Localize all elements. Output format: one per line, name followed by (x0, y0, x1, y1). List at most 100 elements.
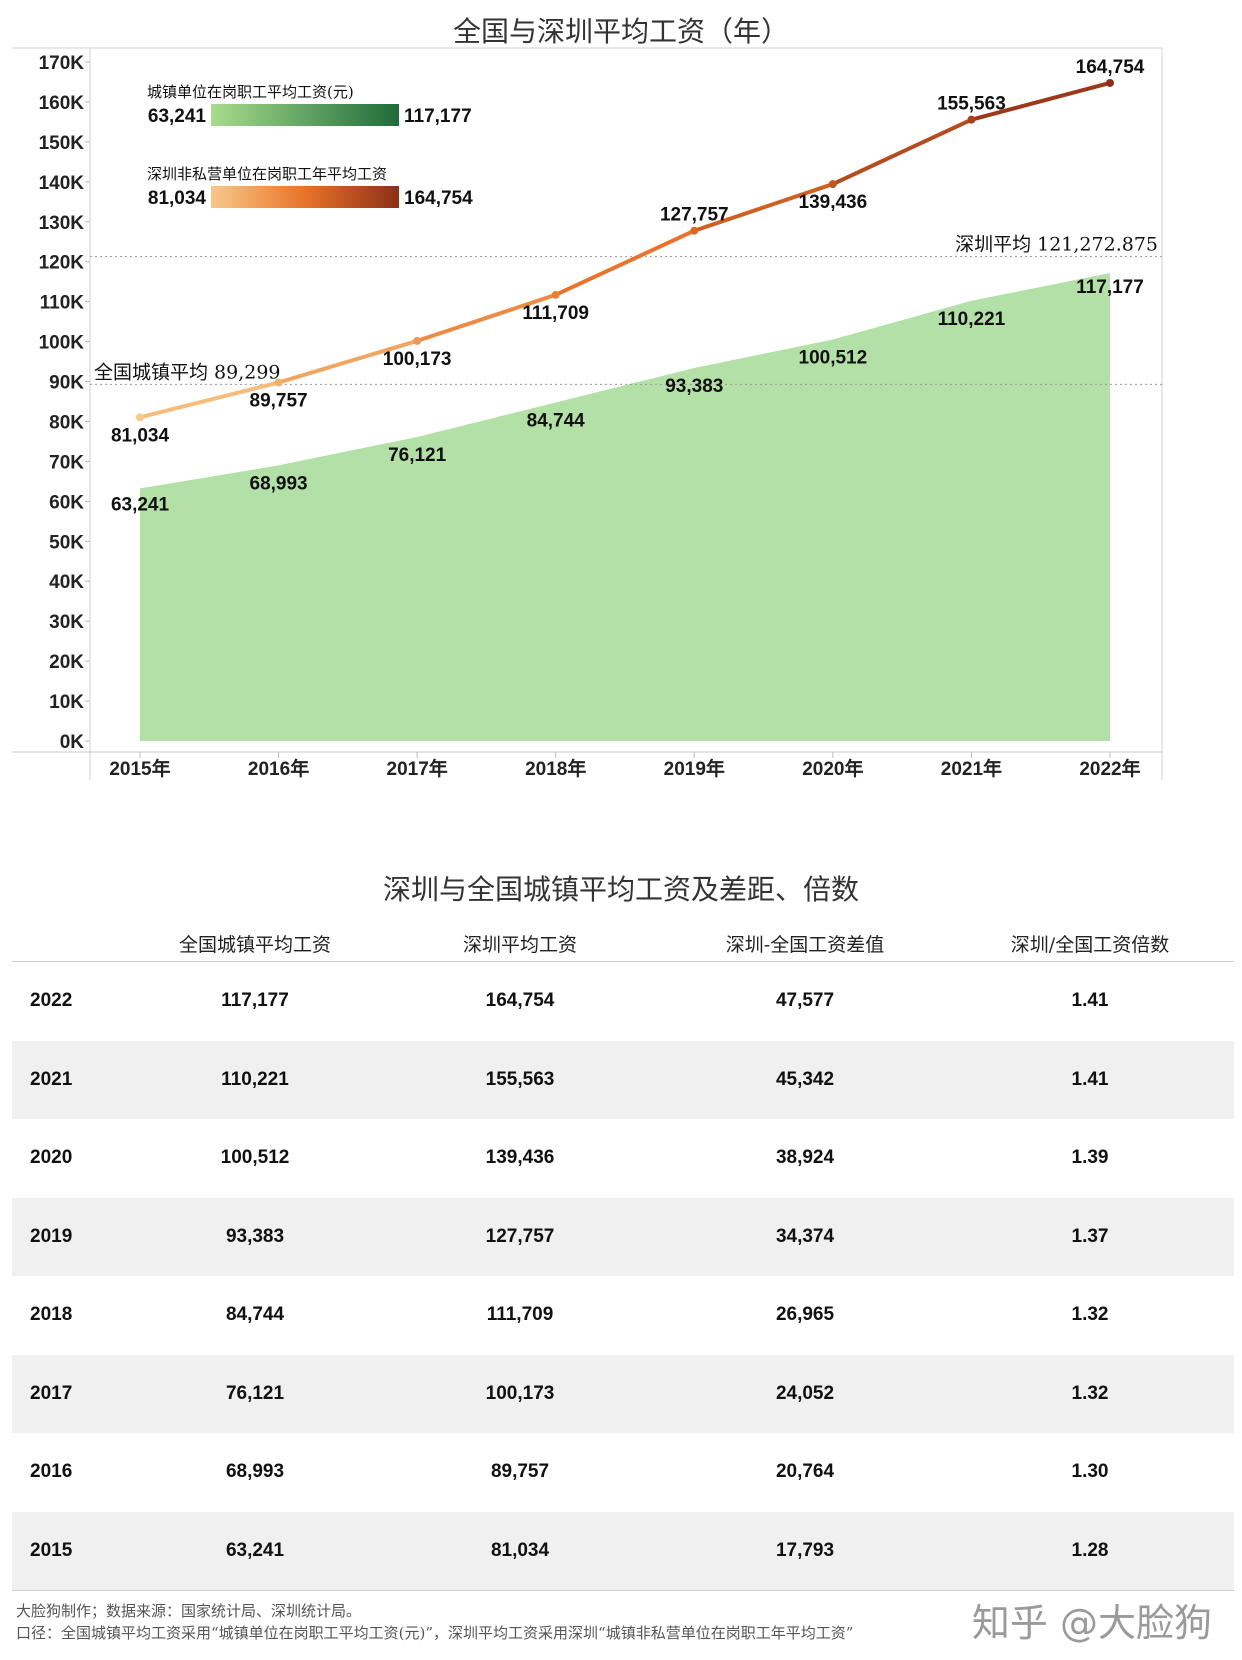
reference-label-shenzhen: 深圳平均 121,272.875 (955, 234, 1158, 256)
cell-national: 93,383 (225, 1225, 285, 1247)
cell-year: 2015 (30, 1539, 73, 1561)
table-header-divider (12, 961, 1234, 962)
y-tick-label: 140K (39, 173, 85, 194)
y-tick-label: 40K (49, 572, 84, 593)
national-value-label: 68,993 (250, 473, 308, 494)
cell-ratio: 1.39 (1071, 1147, 1109, 1168)
table-row: 2019 93,383 127,757 34,374 1.37 (12, 1197, 1234, 1276)
shenzhen-wage-line-segment (692, 182, 835, 233)
shenzhen-wage-point (1106, 78, 1114, 87)
x-tick-label: 2017年 (387, 757, 448, 780)
table-body: 2022 117,177 164,754 47,577 1.41 2021 110,221 1… (12, 962, 1234, 1590)
cell-year: 2019 (30, 1225, 73, 1247)
national-value-label: 117,177 (1076, 277, 1144, 298)
cell-ratio: 1.28 (1071, 1539, 1109, 1561)
watermark: 知乎 @大脸狗 (971, 1601, 1212, 1645)
y-tick-label: 0K (60, 732, 85, 753)
y-tick-label: 150K (39, 133, 85, 154)
cell-national: 117,177 (221, 990, 289, 1011)
cell-diff: 45,342 (775, 1068, 835, 1090)
cell-shenzhen: 100,173 (485, 1382, 555, 1404)
table-title: 深圳与全国城镇平均工资及差距、倍数 (382, 873, 859, 906)
y-tick-label: 90K (49, 373, 84, 394)
shenzhen-value-label: 139,436 (799, 192, 868, 213)
legend-color-ramp (211, 104, 399, 126)
legend-min-label: 63,241 (148, 106, 207, 127)
table-bottom-divider (12, 1590, 1234, 1591)
y-tick-label: 110K (40, 293, 85, 314)
table-header: 全国城镇平均工资 深圳平均工资 深圳-全国工资差值 深圳/全国工资倍数 (0, 930, 1222, 960)
cell-shenzhen: 164,754 (485, 990, 555, 1011)
header-shenzhen: 深圳平均工资 (462, 934, 577, 956)
x-tick-label: 2019年 (664, 757, 725, 780)
shenzhen-wage-point (967, 115, 976, 124)
shenzhen-wage-point (690, 226, 699, 235)
legend-title: 城镇单位在岗职工平均工资(元) (147, 83, 354, 101)
national-value-label: 63,241 (111, 494, 170, 515)
table-row: 2017 76,121 100,173 24,052 1.32 (12, 1354, 1234, 1433)
y-tick-label: 160K (39, 93, 85, 114)
x-tick-label: 2015年 (109, 757, 170, 780)
shenzhen-value-label: 100,173 (383, 349, 452, 370)
chart-title: 全国与深圳平均工资（年） (452, 15, 789, 48)
x-tick-label: 2020年 (802, 757, 863, 780)
cell-ratio: 1.32 (1071, 1304, 1109, 1325)
cell-ratio: 1.41 (1071, 990, 1109, 1011)
cell-year: 2021 (30, 1068, 73, 1090)
cell-shenzhen: 111,709 (486, 1304, 554, 1325)
y-tick-label: 60K (49, 492, 84, 513)
cell-diff: 20,764 (775, 1461, 835, 1482)
footer-note: 口径：全国城镇平均工资采用“城镇单位在岗职工平均工资(元)”，深圳平均工资采用深… (16, 1624, 854, 1642)
cell-shenzhen: 127,757 (485, 1225, 555, 1247)
y-tick-label: 100K (39, 333, 85, 354)
header-diff: 深圳-全国工资差值 (725, 934, 885, 956)
national-wage-area (140, 272, 1110, 741)
reference-label-national: 全国城镇平均 89,299 (94, 361, 281, 383)
y-tick-label: 10K (49, 692, 84, 713)
national-value-label: 110,221 (938, 309, 1006, 330)
shenzhen-value-label: 111,709 (522, 303, 589, 324)
legend-title: 深圳非私营单位在岗职工年平均工资 (147, 165, 387, 183)
shenzhen-value-label: 164,754 (1076, 57, 1145, 78)
cell-diff: 24,052 (775, 1382, 835, 1404)
cell-national: 68,993 (225, 1461, 285, 1482)
shenzhen-value-label: 81,034 (111, 425, 170, 446)
cell-ratio: 1.30 (1071, 1461, 1109, 1482)
cell-diff: 17,793 (775, 1539, 835, 1561)
shenzhen-value-label: 155,563 (937, 94, 1006, 115)
shenzhen-value-label: 89,757 (250, 390, 308, 411)
shenzhen-wage-line-segment (276, 338, 420, 385)
cell-ratio: 1.32 (1071, 1382, 1109, 1404)
cell-year: 2018 (30, 1304, 73, 1325)
cell-shenzhen: 81,034 (490, 1539, 550, 1561)
shenzhen-wage-point (828, 180, 837, 189)
shenzhen-wage-point (413, 336, 422, 345)
y-tick-label: 170K (39, 53, 85, 74)
table-row: 2015 63,241 81,034 17,793 1.28 (12, 1511, 1234, 1590)
table-row: 2020 100,512 139,436 38,924 1.39 (12, 1119, 1234, 1198)
cell-diff: 38,924 (775, 1147, 835, 1168)
cell-year: 2020 (30, 1147, 73, 1168)
table-row: 2016 68,993 89,757 20,764 1.30 (12, 1433, 1234, 1512)
cell-ratio: 1.41 (1071, 1068, 1109, 1090)
cell-shenzhen: 139,436 (485, 1147, 555, 1168)
shenzhen-wage-line-segment (415, 292, 558, 343)
legend-color-ramp (211, 186, 399, 208)
header-ratio: 深圳/全国工资倍数 (1010, 934, 1170, 956)
cell-ratio: 1.37 (1071, 1225, 1109, 1247)
y-tick-label: 120K (39, 253, 85, 274)
cell-national: 63,241 (225, 1539, 285, 1561)
national-value-label: 100,512 (799, 348, 868, 369)
x-tick-label: 2021年 (941, 757, 1002, 780)
y-tick-label: 30K (49, 612, 84, 633)
footer-source: 大脸狗制作；数据来源：国家统计局、深圳统计局。 (16, 1602, 362, 1620)
cell-national: 76,121 (225, 1382, 285, 1404)
table-row: 2018 84,744 111,709 26,965 1.32 (12, 1276, 1234, 1355)
shenzhen-wage-point (274, 378, 283, 387)
cell-shenzhen: 89,757 (490, 1461, 550, 1482)
national-value-label: 93,383 (665, 376, 723, 397)
x-tick-label: 2018年 (525, 757, 586, 780)
cell-national: 84,744 (225, 1304, 285, 1325)
wage-chart: 全国城镇平均 89,299 深圳平均 121,272.875 63,241 68,9… (12, 47, 1163, 780)
cell-diff: 34,374 (775, 1225, 835, 1247)
